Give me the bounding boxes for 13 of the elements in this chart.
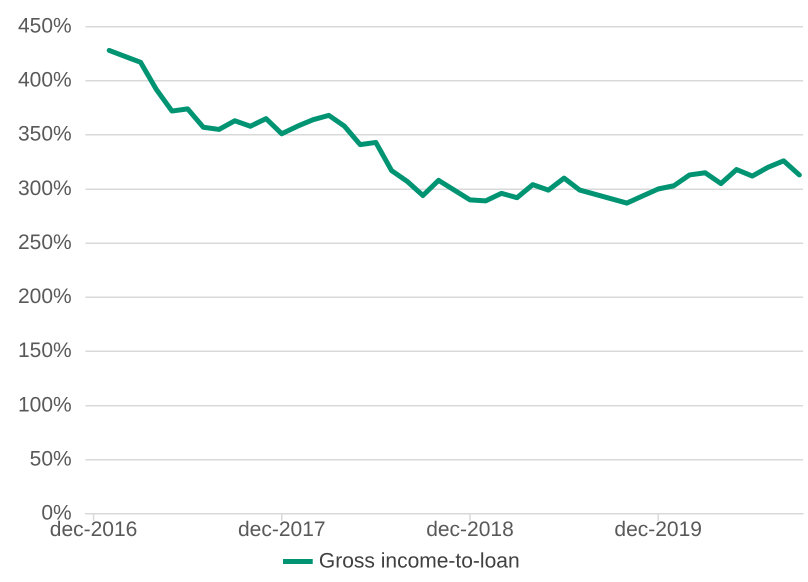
y-tick-label: 350% <box>18 122 72 146</box>
y-tick-label: 300% <box>18 176 72 200</box>
y-tick-label: 400% <box>18 68 72 92</box>
y-tick-label: 250% <box>18 230 72 254</box>
x-tick-label: dec-2018 <box>426 518 514 542</box>
y-tick-label: 100% <box>18 393 72 416</box>
x-tick-label: dec-2017 <box>238 518 326 542</box>
x-tick-label: dec-2019 <box>614 518 702 542</box>
y-tick-label: 50% <box>30 447 72 470</box>
y-tick-label: 200% <box>18 285 72 308</box>
y-tick-label: 450% <box>18 14 72 38</box>
y-tick-label: 150% <box>18 339 72 362</box>
legend-label: Gross income-to-loan <box>318 549 520 572</box>
